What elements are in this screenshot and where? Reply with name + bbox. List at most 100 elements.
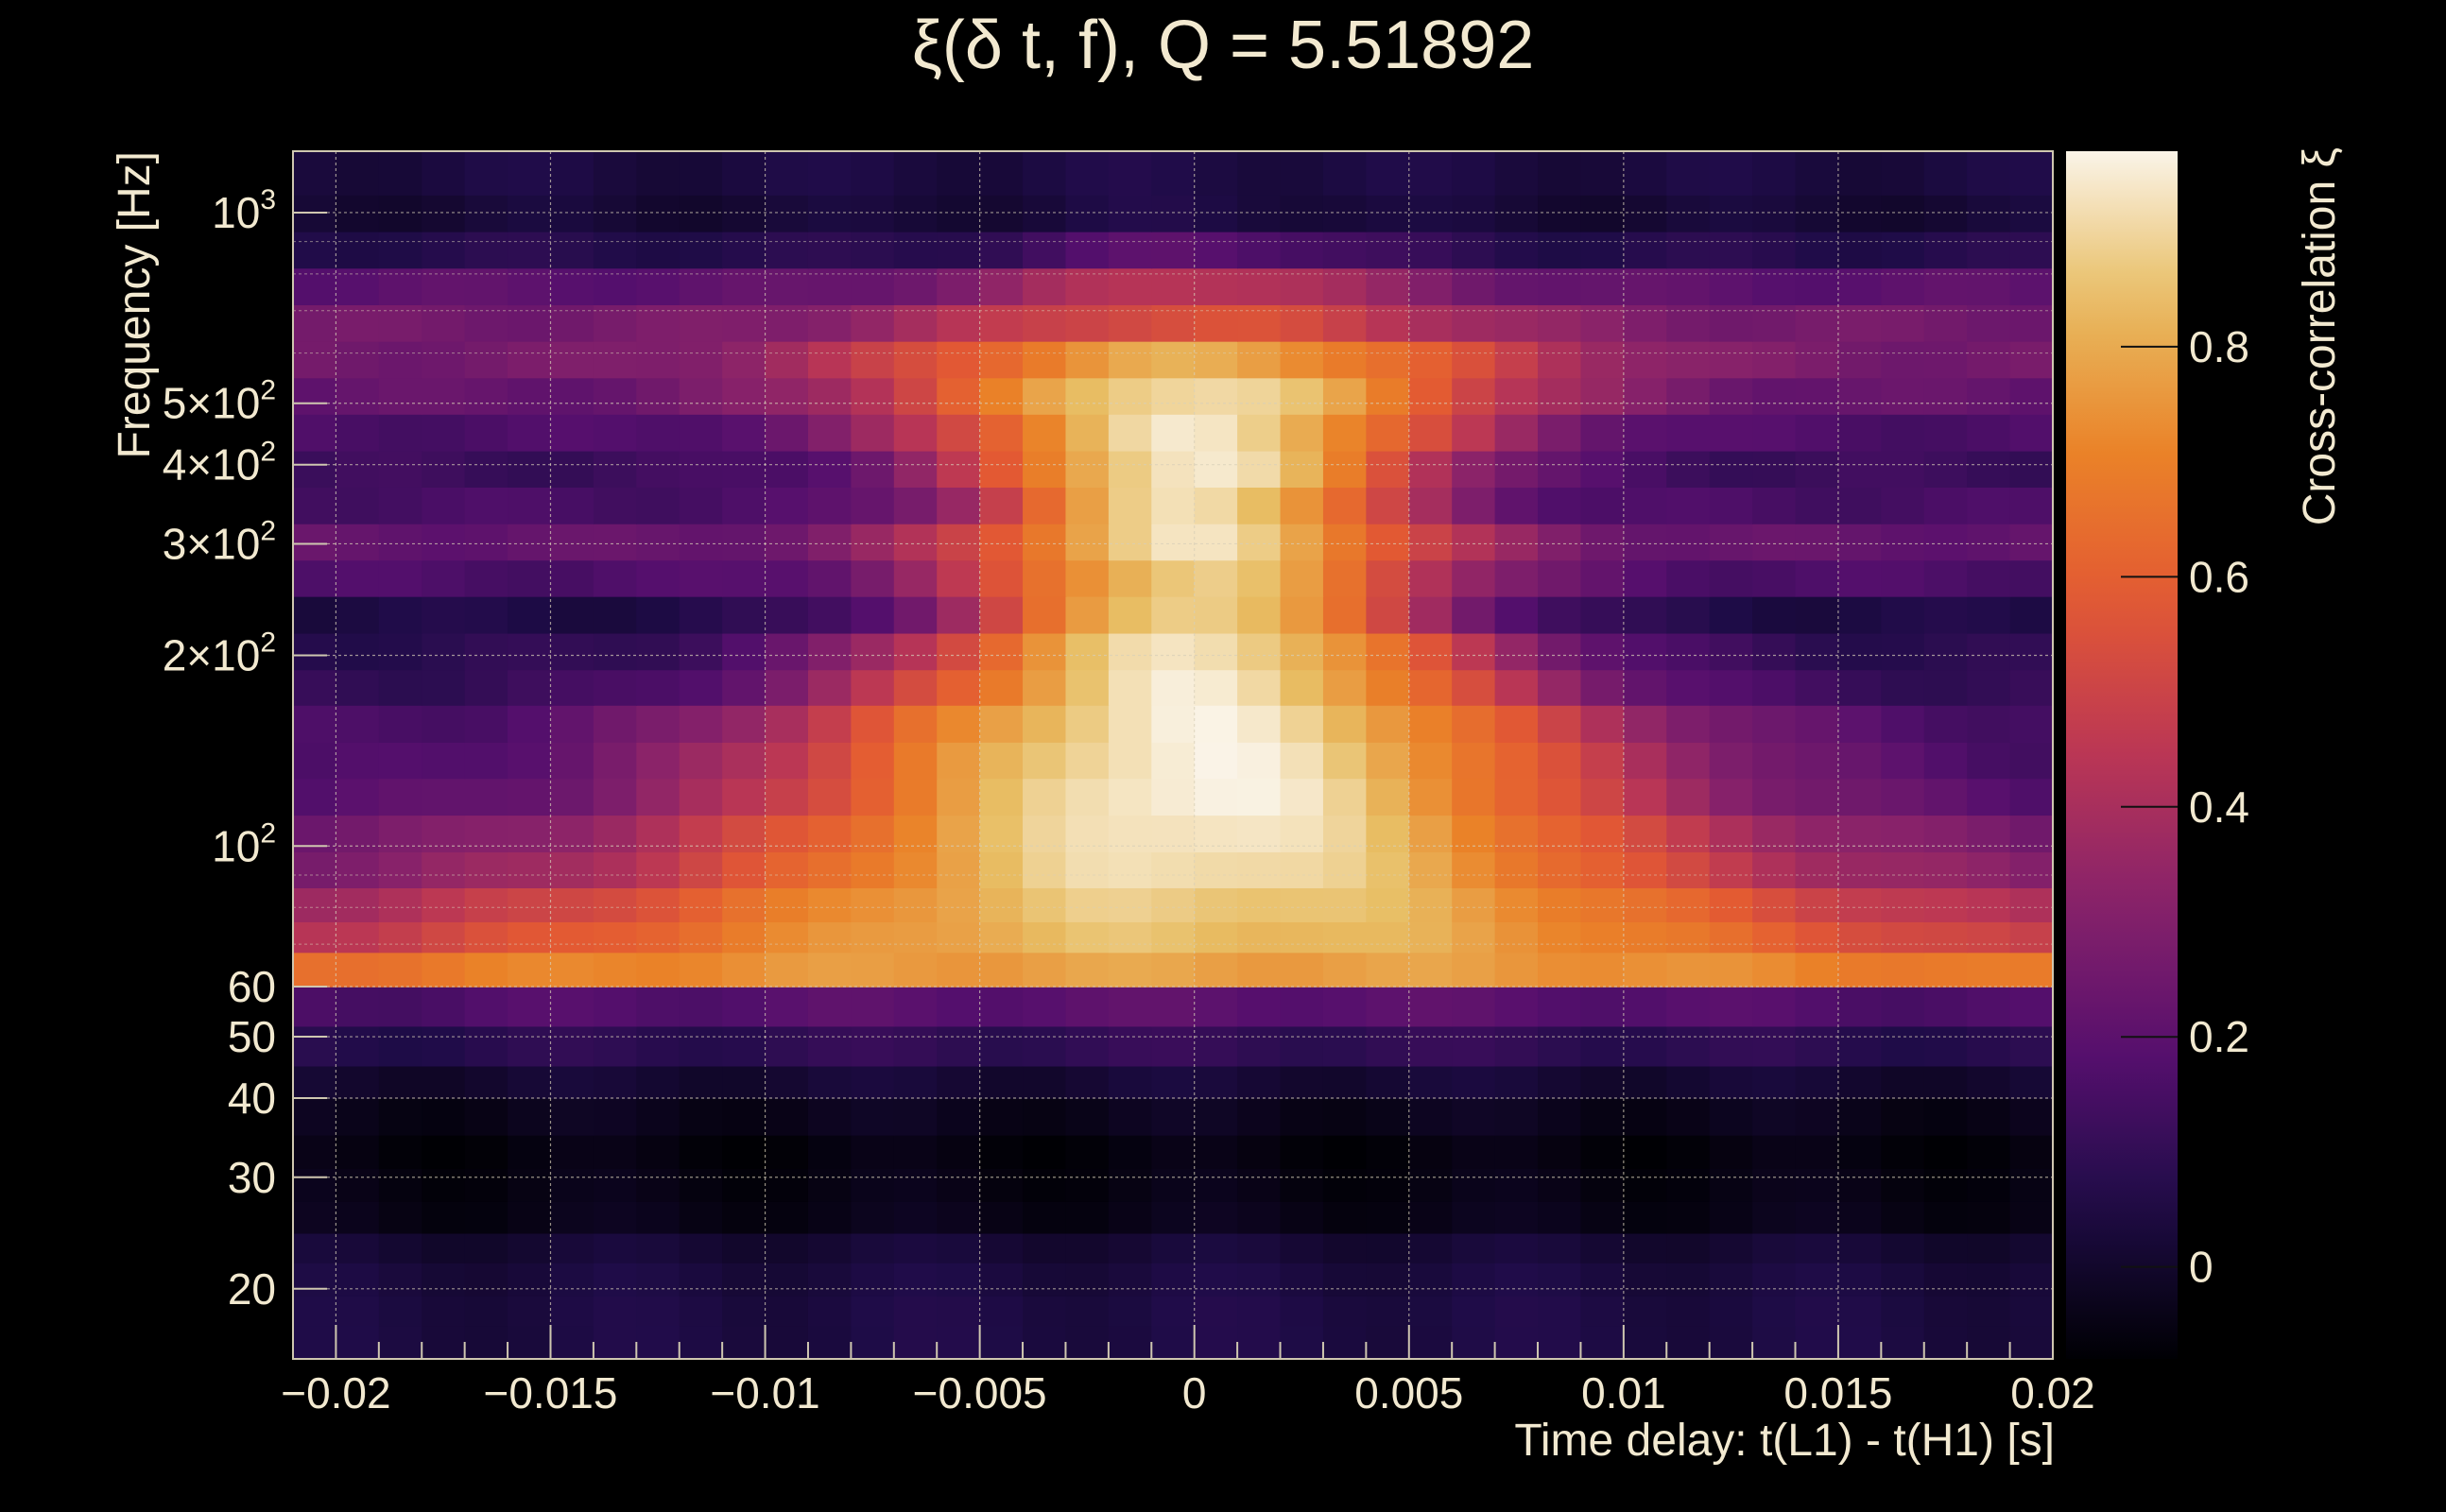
heatmap-cell [1151,851,1196,888]
heatmap-cell [1280,1296,1324,1327]
heatmap-cell [1752,851,1797,888]
heatmap-cell [1538,632,1582,671]
heatmap-cell [722,523,767,561]
heatmap-cell [1452,742,1496,780]
heatmap-cell [1623,704,1668,743]
heatmap-cell [1108,487,1153,524]
heatmap-cell [1752,377,1797,415]
heatmap-cell [636,267,680,306]
heatmap-cell [1709,450,1753,488]
heatmap-cell [851,1098,895,1136]
heatmap-cell [1752,887,1797,922]
heatmap-cell [1666,450,1711,488]
heatmap-cell [378,851,423,888]
heatmap-cell [464,704,508,743]
heatmap-cell [851,704,895,743]
heatmap-cell [1494,1065,1539,1099]
heatmap-cell [1709,1325,1753,1360]
heatmap-cell [1194,1025,1238,1067]
heatmap-cell [1065,450,1110,488]
heatmap-cell [1194,887,1238,922]
heatmap-cell [1709,742,1753,780]
heatmap-cell [636,887,680,922]
heatmap-cell [1237,742,1282,780]
heatmap-cell [508,1296,552,1327]
heatmap-cell [464,377,508,415]
heatmap-cell [1108,1065,1153,1099]
heatmap-cell [979,595,1024,634]
heatmap-cell [679,1263,723,1297]
heatmap-cell [1108,1263,1153,1297]
heatmap-cell [593,231,638,269]
heatmap-cell [1967,1201,2011,1234]
heatmap-cell [1023,377,1067,415]
heatmap-cell [1666,1296,1711,1327]
heatmap-cell [1452,377,1496,415]
heatmap-cell [1366,1296,1410,1327]
heatmap-cell [1837,267,1883,306]
grid-lines [293,151,2054,1359]
heatmap-cell [722,340,767,379]
heatmap-cell [1580,632,1625,671]
heatmap-cell [1494,595,1539,634]
heatmap-cell [422,414,466,452]
heatmap-cell [1280,450,1324,488]
heatmap-cell [1967,1296,2011,1327]
heatmap-cell [937,921,981,954]
heatmap-cell [1237,887,1282,922]
heatmap-cell [1623,742,1668,780]
heatmap-cell [1795,851,1839,888]
heatmap-cell [1366,414,1410,452]
heatmap-cell [893,1098,939,1136]
heatmap-cell [336,669,380,706]
heatmap-cell [336,1263,380,1297]
heatmap-cell [378,1232,423,1263]
heatmap-cell [1322,815,1368,852]
heatmap-cell [422,1296,466,1327]
heatmap-cell [508,1263,552,1297]
heatmap-cell [1837,887,1883,922]
heatmap-cell [1837,1296,1883,1327]
heatmap-cell [1452,450,1496,488]
heatmap-cell [1881,1296,1925,1327]
heatmap-cell [1837,851,1883,888]
heatmap-cell [336,304,380,342]
heatmap-cell [464,414,508,452]
heatmap-cell [765,1098,809,1136]
heatmap-cell [508,1098,552,1136]
heatmap-cell [807,1263,853,1297]
heatmap-cell [1967,632,2011,671]
heatmap-cell [1923,1325,1968,1360]
heatmap-cell [1194,151,1238,196]
heatmap-cell [1452,1025,1496,1067]
heatmap-cell [1151,921,1196,954]
heatmap-cell [1623,1134,1668,1170]
heatmap-cell [1795,1201,1839,1234]
heatmap-cell [1280,304,1324,342]
heatmap-cell [508,151,552,196]
heatmap-cell [1065,1065,1110,1099]
heatmap-cell [550,632,594,671]
heatmap-cell [1322,1098,1368,1136]
heatmap-cell [1237,986,1282,1027]
heatmap-cell [1709,304,1753,342]
heatmap-cell [937,151,981,196]
heatmap-cell [1322,1296,1368,1327]
heatmap-cell [1194,704,1238,743]
y-tick-label: 102 [212,817,276,870]
heatmap-cell [1151,986,1196,1027]
heatmap-cell [1967,1025,2011,1067]
heatmap-cell [1452,414,1496,452]
heatmap-cell [1237,1263,1282,1297]
heatmap-cell [1452,1263,1496,1297]
heatmap-cell [636,1065,680,1099]
heatmap-cell [1108,195,1153,232]
heatmap-cell [1967,231,2011,269]
heatmap-cell [508,1065,552,1099]
heatmap-cell [1923,887,1968,922]
heatmap-cell [508,304,552,342]
heatmap-cell [1065,1296,1110,1327]
heatmap-cell [1623,304,1668,342]
heatmap-cell [1322,195,1368,232]
heatmap-cell [1494,1168,1539,1202]
